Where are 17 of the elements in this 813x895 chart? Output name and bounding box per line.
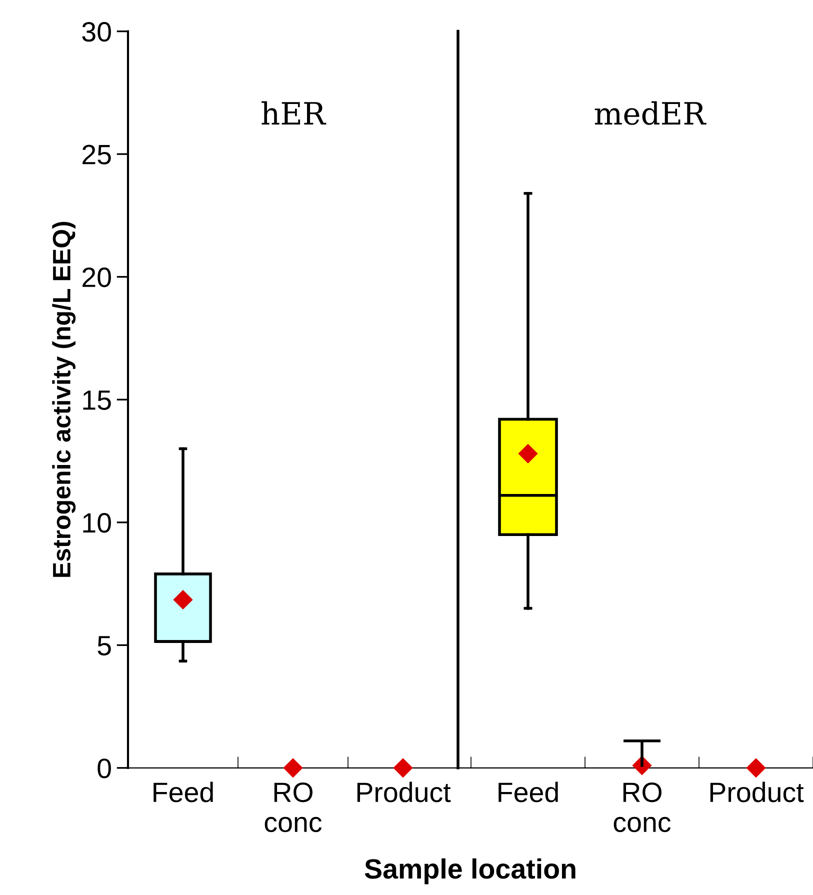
x-axis-title: Sample location [364,858,576,884]
y-tick-label: 25 [82,144,111,164]
y-tick-label: 30 [82,22,111,42]
y-tick-label: 5 [98,636,111,656]
x-tick-label: Feed [498,782,558,802]
y-tick-label: 15 [83,390,111,410]
x-tick-label: Product [357,782,451,802]
annotation: medER [594,101,706,125]
x-tick-label: Feed [154,782,213,802]
y-tick-label: 20 [82,268,111,288]
y-tick-label: 10 [83,513,111,533]
y-axis-title: Estrogenic activity (ng/L EEQ) [52,222,76,577]
y-tick-label: 0 [98,758,111,778]
x-tick-label: RO conc [264,782,322,832]
annotation: hER [262,101,326,124]
x-tick-label: Product [710,782,804,802]
x-tick-label: RO conc [614,782,671,832]
